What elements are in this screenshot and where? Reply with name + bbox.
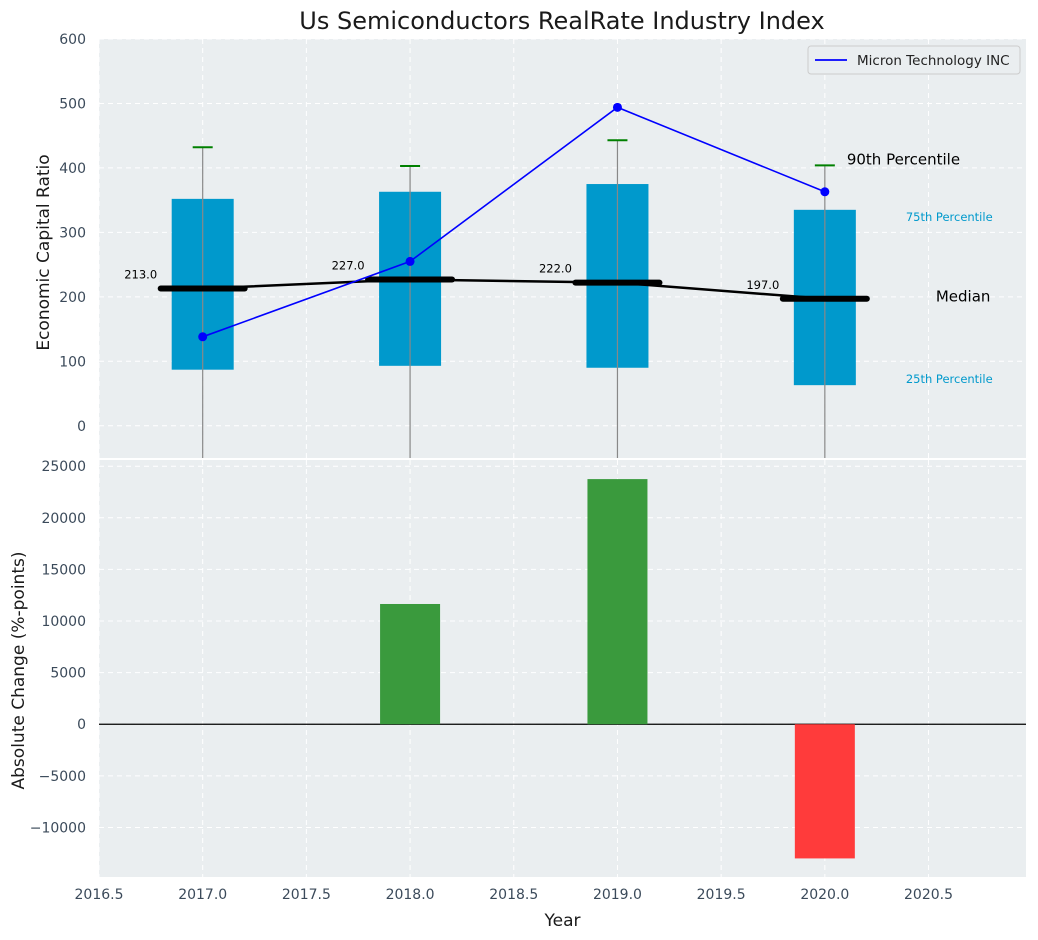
- y-tick-label: −5000: [39, 769, 86, 785]
- x-tick-label: 2019.0: [593, 887, 642, 903]
- legend-box: [807, 45, 1021, 75]
- y-tick-label: 10000: [41, 614, 86, 630]
- median-value-label: 213.0: [124, 267, 157, 281]
- y-tick-label: 600: [59, 32, 86, 48]
- company-point: [405, 256, 415, 266]
- p90-annotation: 90th Percentile: [847, 151, 960, 169]
- x-tick-label: 2017.0: [178, 887, 227, 903]
- y-tick-label: −10000: [30, 820, 86, 836]
- y-tick-label: 300: [59, 225, 86, 241]
- y-tick-label: 0: [77, 717, 86, 733]
- company-line: [202, 106, 826, 338]
- y-tick-label: 100: [59, 354, 86, 370]
- y-tick-label: 15000: [41, 562, 86, 578]
- median-annotation: Median: [936, 287, 991, 305]
- top-panel: 0 100 200 300 400 500 600 Economic Capital Rati…: [34, 32, 1026, 458]
- company-point: [612, 102, 622, 112]
- median-value-label: 222.0: [539, 262, 572, 276]
- positive-change-bar: [587, 479, 648, 725]
- y-tick-label: 0: [77, 419, 86, 435]
- x-tick-label: 2018.5: [489, 887, 538, 903]
- x-tick-label: 2017.5: [282, 887, 331, 903]
- p25-annotation: 25th Percentile: [906, 372, 993, 386]
- y-tick-label: 25000: [41, 459, 86, 475]
- chart-title: Us Semiconductors RealRate Industry Inde…: [299, 7, 824, 35]
- y-axis-label: Absolute Change (%-points): [9, 552, 29, 790]
- x-tick-label: 2020.5: [904, 887, 953, 903]
- bottom-plot-background: [99, 460, 1026, 877]
- y-tick-label: 200: [59, 290, 86, 306]
- p75-annotation: 75th Percentile: [906, 210, 993, 224]
- company-point: [198, 332, 208, 342]
- x-tick-label: 2019.5: [697, 887, 746, 903]
- median-line: [202, 278, 825, 301]
- x-tick-label: 2016.5: [75, 887, 124, 903]
- company-point: [820, 187, 830, 197]
- x-tick-label: 2018.0: [386, 887, 435, 903]
- y-axis-label: Economic Capital Ratio: [34, 154, 54, 350]
- y-tick-label: 400: [59, 161, 86, 177]
- median-value-label: 227.0: [332, 258, 365, 272]
- bottom-panel: 2016.5 2017.0 2017.5 2018.0 2018.5 2019.0 2019…: [9, 459, 1026, 931]
- y-tick-label: 5000: [50, 666, 86, 682]
- legend-label: Micron Technology INC: [857, 53, 1010, 69]
- positive-change-bar: [380, 603, 441, 725]
- median-value-label: 197.0: [746, 278, 779, 292]
- x-tick-label: 2020.0: [800, 887, 849, 903]
- y-tick-label: 20000: [41, 511, 86, 527]
- top-plot-background: [99, 39, 1026, 458]
- x-axis-label: Year: [544, 911, 581, 931]
- legend: Micron Technology INC: [807, 45, 1021, 75]
- negative-change-bar: [794, 724, 855, 859]
- y-tick-label: 500: [59, 96, 86, 112]
